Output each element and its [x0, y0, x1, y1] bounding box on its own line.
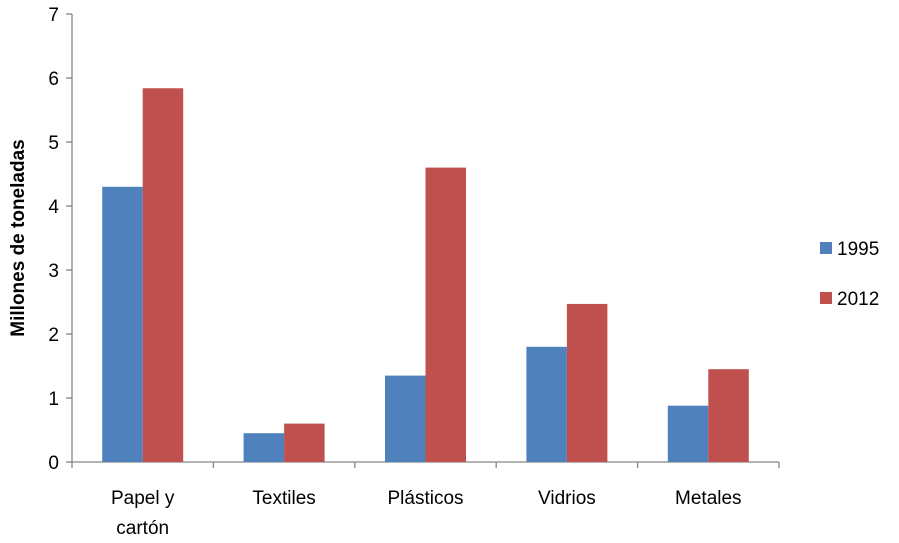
y-axis: 0 1 2 3 4 5 6 7	[48, 5, 73, 474]
y-tick-label: 3	[48, 261, 59, 282]
bar-1995	[243, 433, 285, 462]
bar-1995	[667, 405, 709, 462]
bar-2012	[425, 167, 466, 462]
bar-2012	[142, 88, 184, 463]
x-category-label: cartón	[116, 518, 169, 539]
y-tick-label: 2	[48, 325, 59, 346]
x-category-label: Papel y	[111, 488, 175, 509]
y-tick-label: 7	[48, 5, 59, 26]
legend: 1995 2012	[820, 239, 879, 310]
legend-swatch-2012	[820, 292, 832, 304]
bars	[102, 88, 749, 463]
x-category-label: Textiles	[252, 488, 315, 509]
legend-label-1995: 1995	[837, 239, 879, 260]
bar-2012	[566, 303, 608, 462]
legend-label-2012: 2012	[837, 289, 879, 310]
y-tick-label: 4	[48, 197, 59, 218]
y-tick-label: 5	[48, 133, 59, 154]
y-tick-label: 1	[48, 389, 59, 410]
y-tick-label: 0	[48, 453, 59, 474]
bar-2012	[284, 423, 325, 462]
legend-swatch-1995	[820, 242, 832, 254]
bar-1995	[526, 346, 567, 462]
x-category-label: Vidrios	[538, 488, 596, 509]
bar-1995	[102, 186, 143, 463]
x-category-label: Metales	[675, 488, 742, 509]
bar-2012	[708, 369, 749, 462]
y-tick-label: 6	[48, 69, 59, 90]
x-category-label: Plásticos	[387, 488, 463, 509]
x-axis: Papel y cartón Textiles Plásticos Vidrios Met…	[71, 461, 780, 539]
bar-1995	[385, 375, 426, 462]
y-axis-label: Millones de toneladas	[8, 139, 29, 336]
